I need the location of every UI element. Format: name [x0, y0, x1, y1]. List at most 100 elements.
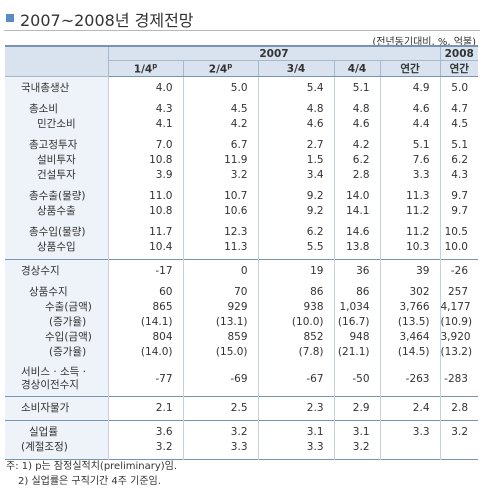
cell: 6.7 [182, 132, 258, 153]
cell: 10.4 [107, 240, 183, 260]
row-label: 서비스 · 소득 · 경상이전수지 [5, 360, 108, 397]
cell: 14.6 [333, 219, 380, 240]
cell: 3.6 [107, 420, 183, 440]
header-cell [5, 45, 108, 77]
cell: 60 [107, 279, 183, 300]
cell: -50 [333, 360, 380, 397]
cell: 4.3 [439, 168, 478, 183]
cell: 19 [257, 259, 334, 279]
header-column: 3/4 [257, 60, 334, 77]
cell [439, 440, 478, 460]
header-year: 2007 [107, 45, 440, 61]
cell: 10.5 [439, 219, 478, 240]
header-row: 2007 2008 [5, 45, 478, 77]
cell: 2.1 [107, 396, 183, 421]
cell: 9.2 [257, 183, 334, 204]
row-label: (증가율) [5, 345, 108, 360]
cell: 3.1 [257, 420, 334, 440]
header-year: 2008 [439, 45, 478, 61]
row-label: 수출(금액) [5, 300, 108, 315]
row: 국내총생산 4.0 5.0 5.4 5.1 4.9 5.0 [5, 76, 478, 96]
cell: 10.3 [379, 240, 440, 260]
cell: 86 [333, 279, 380, 300]
cell: 13.8 [333, 240, 380, 260]
cell: 6.2 [257, 219, 334, 240]
cell: 5.1 [439, 132, 478, 153]
cell: 10.0 [439, 240, 478, 260]
section: 경상수지 -17 0 19 36 39 -26 상품수지 60 70 86 86 302 257 수출(금액… [5, 259, 478, 397]
cell: 6.2 [439, 153, 478, 168]
cell: 10.8 [107, 204, 183, 219]
cell: 11.0 [107, 183, 183, 204]
notes: 주: 1) p는 잠정실적치(preliminary)임. 2) 실업률은 구직… [6, 459, 177, 489]
cell: -77 [107, 360, 183, 397]
cell: 3,766 [379, 300, 440, 315]
cell: (14.1) [107, 315, 183, 330]
cell: 4,177 [439, 300, 478, 315]
cell: 5.1 [379, 132, 440, 153]
cell: (21.1) [333, 345, 380, 360]
row-label: 민간소비 [5, 117, 108, 132]
column-label: 연간 [449, 63, 469, 75]
cell: 5.5 [257, 240, 334, 260]
column-label: 1/4 [133, 63, 153, 76]
row-label: 상품수입 [5, 240, 108, 260]
cell: 6.2 [333, 153, 380, 168]
row: 상품수지 60 70 86 86 302 257 [5, 279, 478, 300]
row-label: 수입(금액) [5, 330, 108, 345]
cell: 11.2 [379, 204, 440, 219]
cell: 2.5 [182, 396, 258, 421]
cell: 3.1 [333, 420, 380, 440]
cell: (14.5) [379, 345, 440, 360]
title-icon [6, 14, 14, 22]
note: 2) 실업률은 구직기간 4주 기준임. [18, 476, 161, 487]
cell: -263 [379, 360, 440, 397]
row: 총수입(물량) 11.7 12.3 6.2 14.6 11.2 10.5 [5, 219, 478, 240]
row: 상품수입 10.4 11.3 5.5 13.8 10.3 10.0 [5, 240, 478, 260]
row-label: 총수출(물량) [5, 183, 108, 204]
cell [379, 440, 440, 460]
cell: (13.1) [182, 315, 258, 330]
cell: 7.6 [379, 153, 440, 168]
cell: 302 [379, 279, 440, 300]
cell: 12.3 [182, 219, 258, 240]
row-label: 실업률 [5, 420, 108, 440]
cell: -26 [439, 259, 478, 279]
cell: -17 [107, 259, 183, 279]
cell: 852 [257, 330, 334, 345]
cell: 10.6 [182, 204, 258, 219]
cell: 11.9 [182, 153, 258, 168]
cell: 4.3 [107, 96, 183, 117]
column-mark: p [227, 61, 233, 70]
cell: 3.2 [182, 168, 258, 183]
row-label: 상품수출 [5, 204, 108, 219]
row: 수출(금액) 865 929 938 1,034 3,766 4,177 [5, 300, 478, 315]
header-column: 1/4p [107, 60, 183, 77]
row-label: 총수입(물량) [5, 219, 108, 240]
cell: 2.7 [257, 132, 334, 153]
row-label: 소비자물가 [5, 396, 108, 421]
section: 실업률 3.6 3.2 3.1 3.1 3.3 3.2 (계절조정) 3.2 3.3 3.3 3.2 [5, 420, 478, 460]
title: 2007~2008년 경제전망 [20, 11, 194, 30]
cell: 36 [333, 259, 380, 279]
cell: 2.4 [379, 396, 440, 421]
cell: 14.1 [333, 204, 380, 219]
cell: 929 [182, 300, 258, 315]
header-column: 2/4p [182, 60, 258, 77]
column-label: 2/4 [208, 63, 228, 76]
cell: 859 [182, 330, 258, 345]
cell: -67 [257, 360, 334, 397]
row-label: 총소비 [5, 96, 108, 117]
row-label: 건설투자 [5, 168, 108, 183]
row: 경상수지 -17 0 19 36 39 -26 [5, 259, 478, 279]
row: 설비투자 10.8 11.9 1.5 6.2 7.6 6.2 [5, 153, 478, 168]
row: 수입(금액) 804 859 852 948 3,464 3,920 [5, 330, 478, 345]
row: 총소비 4.3 4.5 4.8 4.8 4.6 4.7 [5, 96, 478, 117]
cell: 865 [107, 300, 183, 315]
row: 소비자물가 2.1 2.5 2.3 2.9 2.4 2.8 [5, 396, 478, 421]
cell: 10.8 [107, 153, 183, 168]
cell: 3,464 [379, 330, 440, 345]
cell: (16.7) [333, 315, 380, 330]
cell: 5.0 [439, 76, 478, 96]
